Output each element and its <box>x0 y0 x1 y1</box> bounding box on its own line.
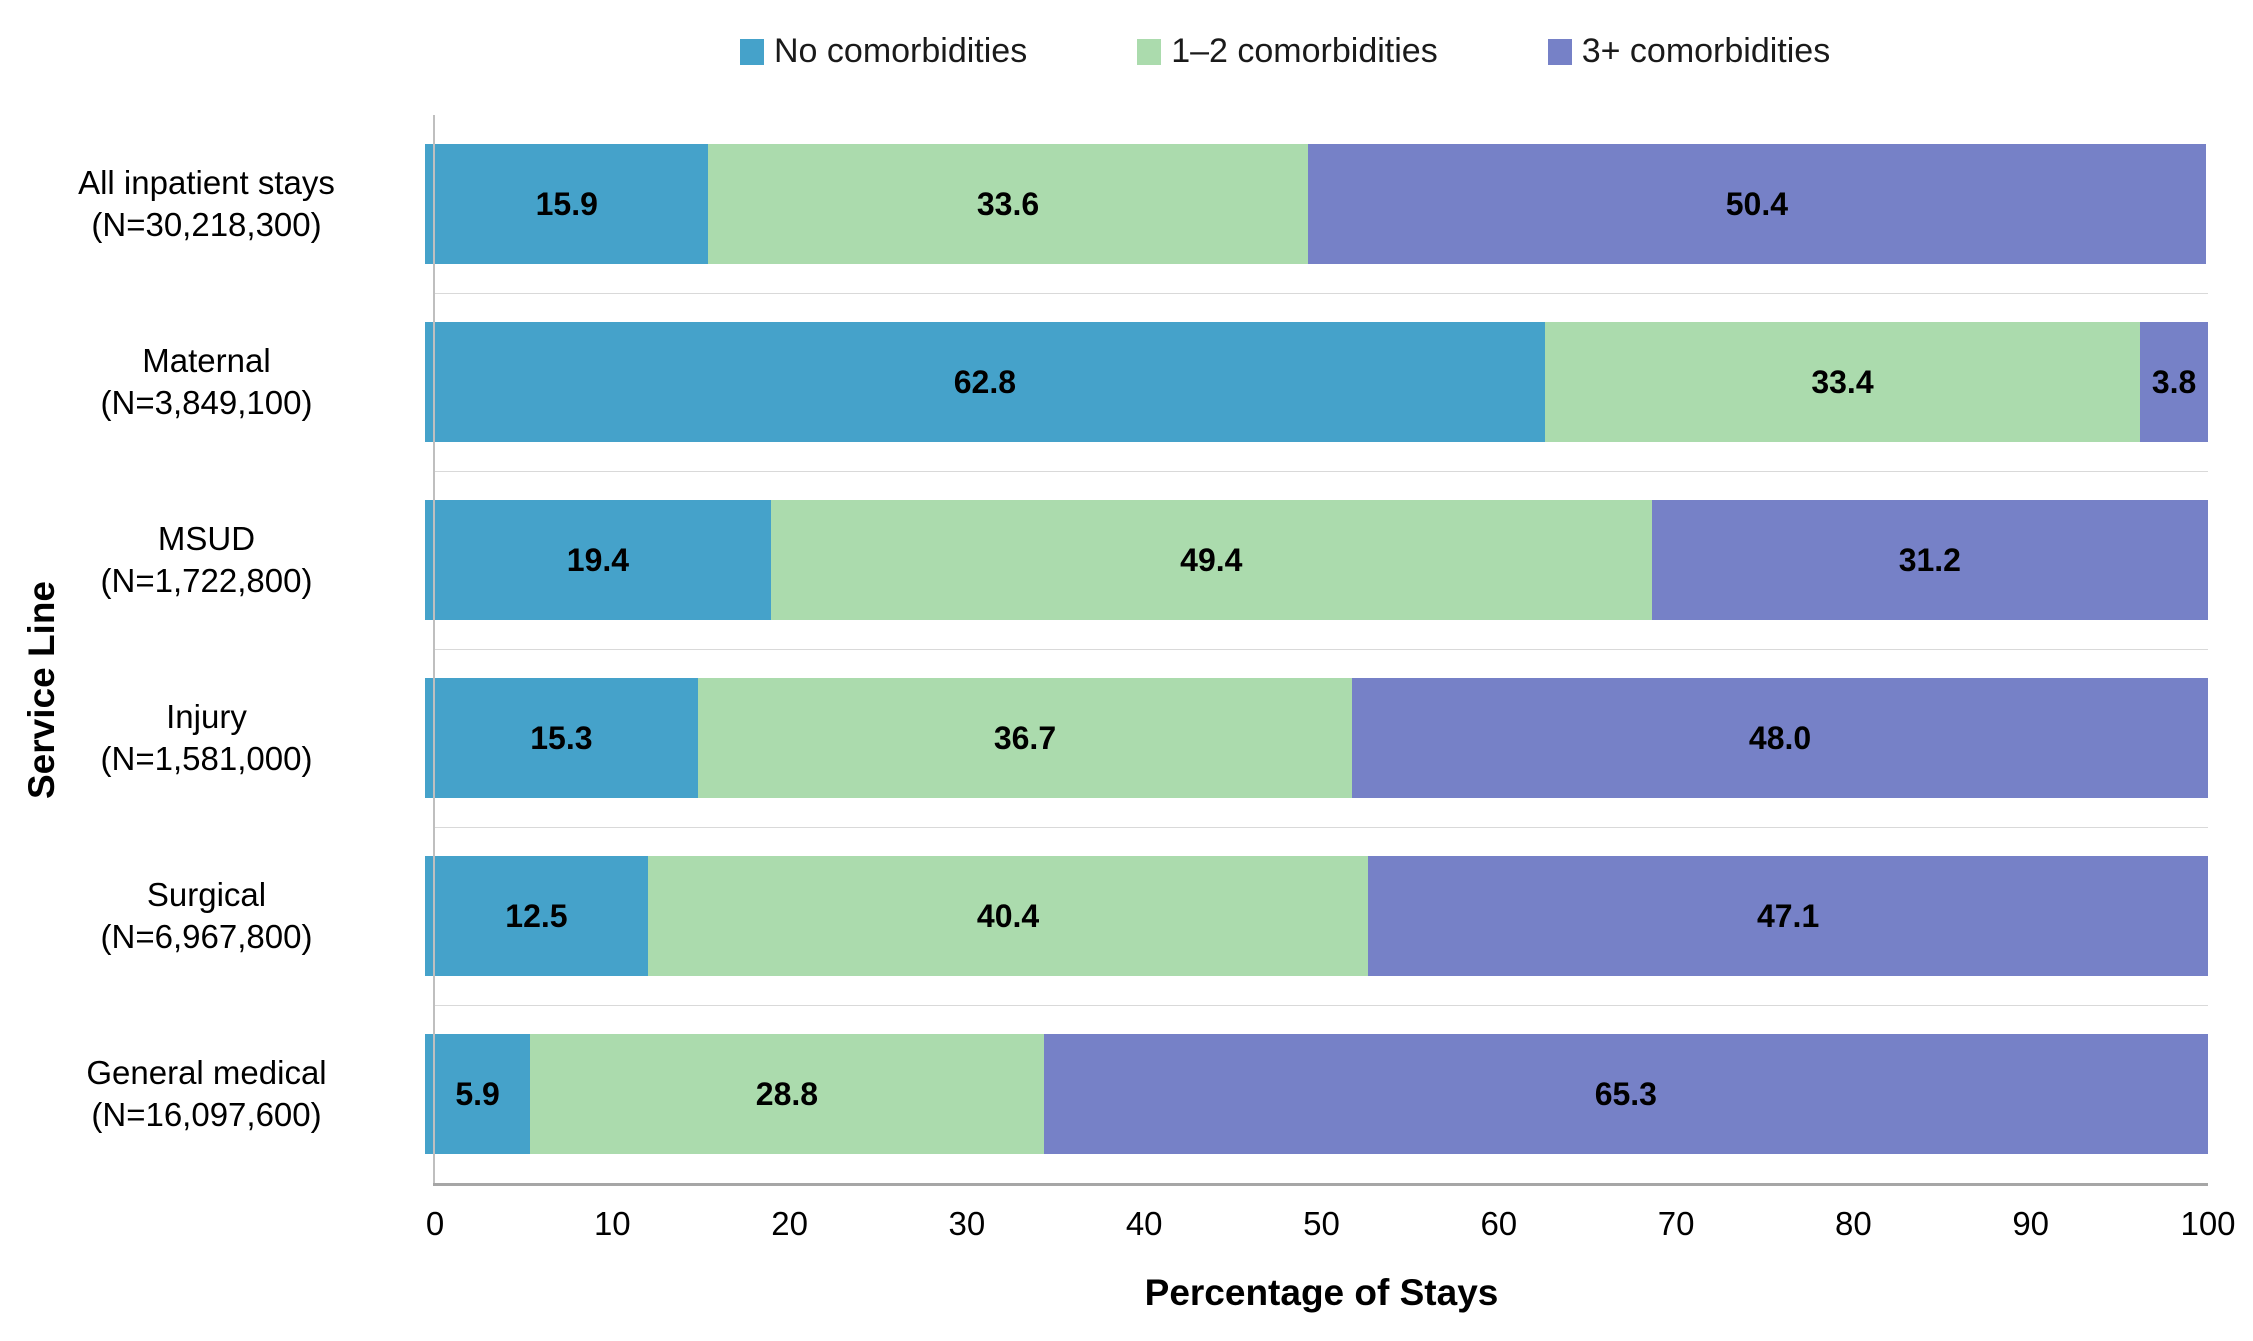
bar-value-label: 19.4 <box>566 541 630 578</box>
x-tick-label: 40 <box>1125 1205 1163 1242</box>
row-separator-line <box>435 293 2208 294</box>
bar-segment: 36.7 <box>697 678 1353 798</box>
bar-value-label: 50.4 <box>1725 185 1789 222</box>
bar-segment: 33.4 <box>1544 322 2141 442</box>
x-axis-title: Percentage of Stays <box>1144 1272 1499 1313</box>
legend-swatch-icon <box>1547 38 1572 65</box>
chart-row: Maternal (N=3,849,100) 62.8 33.4 3.8 <box>0 293 2253 471</box>
bar-value-label: 5.9 <box>455 1075 500 1112</box>
legend-swatch-icon <box>1137 38 1162 65</box>
x-tick-label: 90 <box>2012 1205 2050 1242</box>
legend-item: 1–2 comorbidities <box>1137 32 1438 71</box>
category-label: All inpatient stays (N=30,218,300) <box>0 162 425 246</box>
bar-value-label: 65.3 <box>1594 1075 1657 1112</box>
bar-segment: 3.8 <box>2140 322 2208 442</box>
category-name: MSUD <box>157 519 256 557</box>
plot-area: All inpatient stays (N=30,218,300) 15.9 33.… <box>0 115 2253 1183</box>
bar-track: 15.3 36.7 48.0 <box>425 678 2208 798</box>
bar-segment: 50.4 <box>1307 144 2207 264</box>
category-n-count: (N=6,967,800) <box>100 918 313 955</box>
bar-value-label: 12.5 <box>505 897 568 934</box>
bar-segment: 40.4 <box>647 856 1369 976</box>
bar-segment: 49.4 <box>770 500 1652 620</box>
x-tick-label: 30 <box>948 1205 986 1242</box>
bar-segment: 62.8 <box>425 322 1545 442</box>
x-tick-label: 20 <box>771 1205 808 1242</box>
bar-segment: 28.8 <box>530 1034 1044 1154</box>
chart-row: General medical (N=16,097,600) 5.9 28.8 65.3 <box>0 1005 2253 1183</box>
bar-segment: 15.9 <box>425 144 709 264</box>
bar-track: 5.9 28.8 65.3 <box>425 1034 2208 1154</box>
bar-value-label: 31.2 <box>1898 541 1961 578</box>
bar-segment: 65.3 <box>1043 1034 2208 1154</box>
category-n-count: (N=1,722,800) <box>100 562 313 599</box>
row-separator-line <box>435 827 2208 828</box>
category-n-count: (N=16,097,600) <box>91 1096 322 1133</box>
chart-row: Injury (N=1,581,000) 15.3 36.7 48.0 <box>0 649 2253 827</box>
bar-value-label: 49.4 <box>1180 541 1243 578</box>
bar-segment: 33.6 <box>708 144 1308 264</box>
chart-row: All inpatient stays (N=30,218,300) 15.9 33.… <box>0 115 2253 293</box>
row-separator-line <box>435 1005 2208 1006</box>
x-tick-label: 70 <box>1657 1205 1695 1242</box>
legend-item-label: 1–2 comorbidities <box>1171 32 1438 70</box>
category-label: Maternal (N=3,849,100) <box>0 340 425 424</box>
x-axis-ticks: 0 10 20 30 40 50 60 70 80 90 100 <box>426 1205 2236 1250</box>
y-axis-line <box>433 115 435 1183</box>
bar-value-label: 36.7 <box>993 719 1057 756</box>
x-tick-label: 10 <box>593 1205 631 1242</box>
bar-value-label: 33.6 <box>976 185 1040 222</box>
bar-segment: 31.2 <box>1651 500 2208 620</box>
category-name: Injury <box>166 697 247 735</box>
bar-segment: 15.3 <box>425 678 698 798</box>
x-tick-label: 60 <box>1480 1205 1518 1242</box>
category-label: MSUD (N=1,722,800) <box>0 518 425 602</box>
legend-item-label: 3+ comorbidities <box>1581 32 1831 70</box>
x-tick-label: 50 <box>1303 1205 1340 1242</box>
legend-item: 3+ comorbidities <box>1547 32 1831 71</box>
bar-value-label: 15.3 <box>530 719 593 756</box>
bar-segment: 12.5 <box>425 856 648 976</box>
x-tick-label: 100 <box>2180 1205 2236 1242</box>
bar-value-label: 3.8 <box>2151 363 2197 400</box>
category-label: General medical (N=16,097,600) <box>0 1052 425 1136</box>
category-label: Surgical (N=6,967,800) <box>0 874 425 958</box>
legend: No comorbidities 1–2 comorbidities 3+ como… <box>740 32 1830 71</box>
x-tick-label: 80 <box>1835 1205 1872 1242</box>
bar-value-label: 15.9 <box>535 185 598 222</box>
bar-segment: 48.0 <box>1352 678 2208 798</box>
plot-rows: All inpatient stays (N=30,218,300) 15.9 33.… <box>0 115 2253 1183</box>
bar-segment: 19.4 <box>425 500 771 620</box>
category-name: All inpatient stays <box>78 163 335 201</box>
category-name: Maternal <box>142 341 271 379</box>
bar-track: 15.9 33.6 50.4 <box>425 144 2208 264</box>
bar-value-label: 47.1 <box>1756 897 1820 934</box>
category-name: Surgical <box>146 875 267 913</box>
category-n-count: (N=3,849,100) <box>100 384 313 421</box>
bar-value-label: 28.8 <box>755 1075 819 1112</box>
category-label: Injury (N=1,581,000) <box>0 696 425 780</box>
bar-value-label: 33.4 <box>1811 363 1874 400</box>
chart-row: MSUD (N=1,722,800) 19.4 49.4 31.2 <box>0 471 2253 649</box>
legend-item-label: No comorbidities <box>774 32 1028 70</box>
chart-row: Surgical (N=6,967,800) 12.5 40.4 47.1 <box>0 827 2253 1005</box>
bar-value-label: 62.8 <box>953 363 1016 400</box>
bar-segment: 47.1 <box>1368 856 2208 976</box>
row-separator-line <box>435 471 2208 472</box>
x-tick-label: 0 <box>425 1205 445 1242</box>
category-n-count: (N=1,581,000) <box>100 740 313 777</box>
legend-swatch-icon <box>740 38 764 65</box>
bar-track: 62.8 33.4 3.8 <box>425 322 2208 442</box>
bar-segment: 5.9 <box>425 1034 531 1154</box>
bar-track: 12.5 40.4 47.1 <box>425 856 2208 976</box>
category-name: General medical <box>86 1053 327 1091</box>
bar-track: 19.4 49.4 31.2 <box>425 500 2208 620</box>
legend-item: No comorbidities <box>740 32 1027 71</box>
category-n-count: (N=30,218,300) <box>91 206 322 243</box>
bar-value-label: 40.4 <box>976 897 1040 934</box>
row-separator-line <box>435 649 2208 650</box>
bar-value-label: 48.0 <box>1748 719 1812 756</box>
x-axis-baseline <box>433 1183 2208 1186</box>
